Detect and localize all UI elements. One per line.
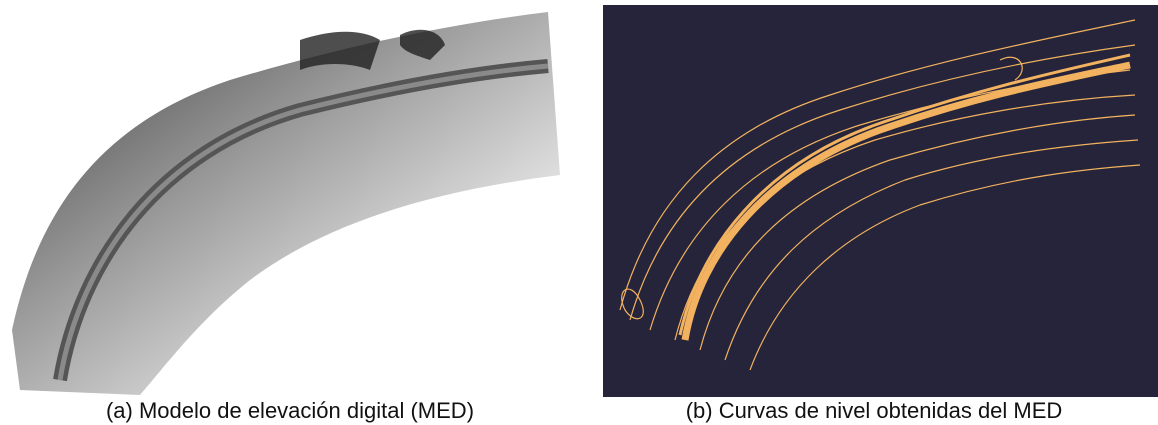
contour-image <box>603 5 1158 397</box>
dem-image <box>12 12 560 395</box>
caption-a: (a) Modelo de elevación digital (MED) <box>105 398 475 423</box>
figure-images <box>12 5 1158 397</box>
caption-b: (b) Curvas de nivel obtenidas del MED <box>685 398 1063 423</box>
